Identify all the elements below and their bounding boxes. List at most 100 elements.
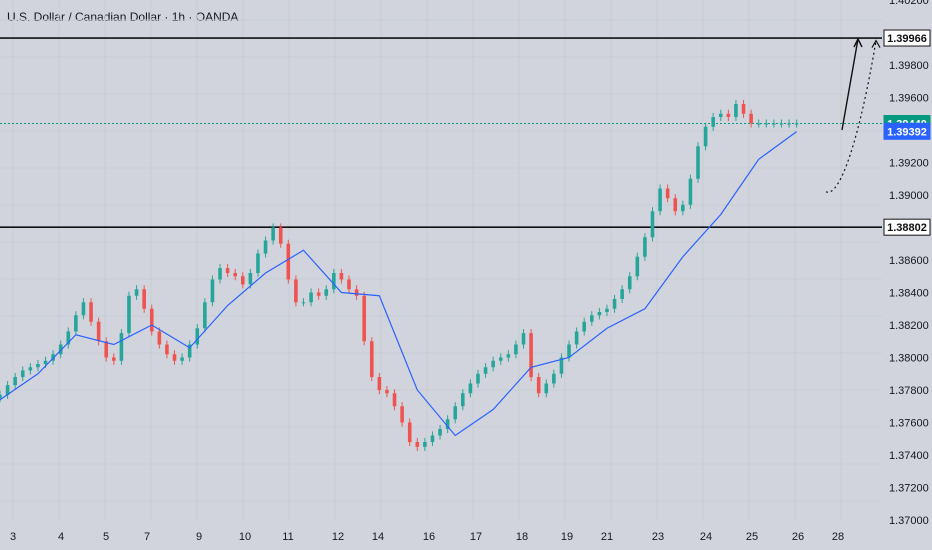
candle-up [514, 344, 518, 355]
candle-up [453, 406, 458, 420]
candle-up [627, 276, 632, 290]
candle-up [263, 240, 268, 254]
x-tick-label: 23 [652, 531, 664, 543]
projection-arrowhead-solid [853, 37, 863, 48]
candle-down [362, 295, 366, 342]
x-tick-label: 28 [832, 531, 844, 543]
candle-up [582, 321, 587, 332]
moving-average-price-label-bg [883, 122, 931, 140]
projection-arrow-dotted [825, 40, 877, 193]
candle-up [559, 357, 564, 374]
candle-down [726, 113, 731, 117]
candle-up [658, 188, 662, 212]
candle-up [696, 146, 700, 179]
candle-down [377, 377, 382, 390]
candle-up [718, 113, 723, 117]
candle-up [195, 328, 200, 345]
candle-up [423, 442, 427, 447]
candle-up [635, 256, 640, 277]
candle-up [36, 364, 40, 368]
x-tick-label: 16 [423, 531, 435, 543]
candle-down [529, 333, 533, 377]
resistance-price-label-bg [883, 29, 931, 47]
candle-up [703, 126, 708, 147]
x-tick-label: 19 [561, 531, 573, 543]
candle-down [369, 341, 374, 377]
candle-up [66, 331, 71, 345]
candle-up [574, 331, 579, 345]
candle-up [605, 308, 609, 312]
x-tick-label: 17 [470, 531, 482, 543]
candle-up [620, 289, 624, 299]
projection-arrowhead-dotted [871, 39, 881, 48]
candle-down [749, 113, 753, 124]
candle-up [772, 123, 776, 125]
support-price-label-bg [883, 218, 931, 236]
x-tick-label: 12 [332, 531, 344, 543]
y-tick-label: 1.37200 [889, 483, 929, 495]
y-tick-label: 1.38000 [889, 353, 929, 365]
candle-up [612, 299, 617, 309]
candle-up [506, 354, 511, 358]
y-tick-label: 1.38600 [889, 255, 929, 267]
candle-down [165, 344, 169, 355]
x-tick-label: 26 [792, 531, 804, 543]
candle-up [332, 273, 336, 290]
candle-down [392, 393, 397, 407]
candle-down [407, 422, 412, 442]
candle-up [688, 178, 693, 205]
y-tick-label: 1.39800 [889, 60, 929, 72]
y-tick-label: 1.39600 [889, 93, 929, 105]
candle-down [278, 227, 283, 244]
candle-up [127, 295, 131, 334]
candle-up [58, 344, 63, 355]
candle-up [544, 383, 549, 394]
candle-up [650, 211, 655, 238]
candle-up [445, 419, 450, 429]
x-tick-label: 4 [58, 531, 64, 543]
candle-up [0, 394, 2, 399]
x-tick-label: 11 [282, 531, 293, 543]
x-tick-label: 14 [372, 531, 384, 543]
candle-down [741, 104, 746, 114]
x-tick-label: 10 [239, 531, 251, 543]
y-tick-label: 1.39000 [889, 190, 929, 202]
y-tick-label: 1.37000 [889, 515, 929, 527]
x-tick-label: 21 [601, 531, 613, 543]
candle-up [309, 292, 313, 303]
candle-down [673, 198, 678, 212]
candle-up [218, 268, 222, 280]
candle-up [643, 237, 647, 257]
candle-down [240, 276, 245, 285]
candle-up [483, 367, 488, 374]
candle-down [400, 406, 404, 423]
x-tick-label: 7 [144, 531, 150, 543]
candle-up [210, 279, 215, 303]
y-tick-label: 1.38200 [889, 320, 929, 332]
candle-down [172, 354, 177, 361]
candle-up [711, 117, 715, 127]
candle-up [552, 373, 556, 384]
y-tick-label: 1.38400 [889, 288, 929, 300]
x-tick-label: 3 [10, 531, 16, 543]
candle-up [567, 344, 571, 358]
candle-up [5, 385, 10, 395]
moving-average-line [0, 131, 797, 437]
candle-up [203, 302, 207, 329]
x-tick-label: 9 [196, 531, 202, 543]
candle-up [787, 123, 791, 125]
candle-down [339, 273, 344, 280]
candle-down [142, 289, 146, 309]
candle-up [476, 373, 480, 384]
candle-up [180, 357, 184, 361]
candle-down [96, 321, 101, 342]
candle-down [347, 279, 351, 290]
candle-up [81, 302, 86, 316]
candle-up [43, 360, 48, 364]
candle-up [734, 104, 738, 117]
candle-up [430, 435, 435, 442]
candle-up [134, 289, 139, 296]
candle-up [13, 377, 17, 386]
x-tick-label: 25 [746, 531, 758, 543]
